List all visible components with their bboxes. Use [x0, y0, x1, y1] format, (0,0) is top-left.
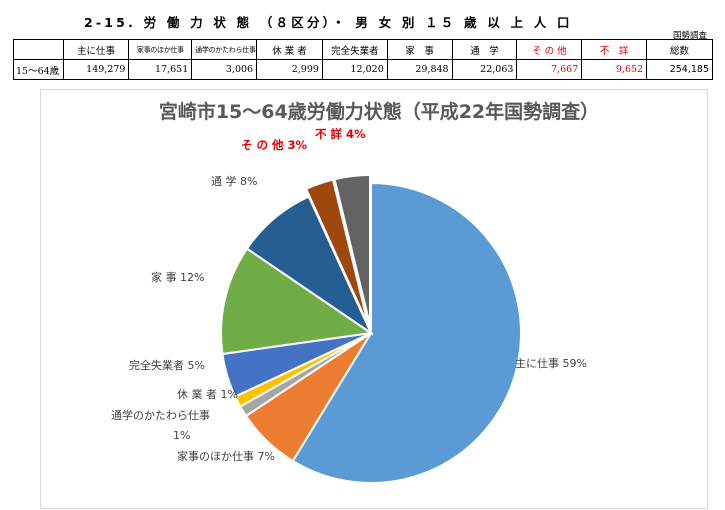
value-study: 22,063	[451, 59, 518, 80]
header-housework: 家 事	[386, 39, 453, 60]
header-absent: 休 業 者	[256, 39, 323, 60]
pie-label-3: 休 業 者 1%	[177, 388, 238, 401]
pie-slice-0	[291, 181, 522, 484]
value-unemployed: 12,020	[321, 59, 388, 80]
table-row: 15～64歳 149,279 17,651 3,006 2,999 12,020…	[13, 59, 713, 80]
header-other: そ の 他	[516, 39, 583, 60]
header-study-work: 通学のかたわら仕事	[191, 39, 258, 60]
chart-title: 宮崎市15～64歳労働力状態（平成22年国勢調査）	[159, 100, 599, 123]
pie-label-6: 通 学 8%	[211, 174, 257, 188]
pie-slice-6	[245, 195, 374, 336]
value-absent: 2,999	[256, 59, 323, 80]
pie-label-5: 家 事 12%	[151, 270, 204, 284]
source-note: 国勢調査	[672, 31, 707, 41]
pie-label-2: 通学のかたわら仕事 1%	[111, 408, 210, 442]
document-title: 2-15. 労 働 力 状 態 （８区分）・ 男 女 別 １５ 歳 以 上 人 …	[84, 15, 573, 30]
row-label: 15～64歳	[13, 59, 64, 80]
table-corner-cell	[13, 39, 64, 60]
pie-slice-5	[220, 247, 374, 356]
pie-chart: 宮崎市15～64歳労働力状態（平成22年国勢調査） 主に仕事 59% 家事のほか仕…	[111, 100, 599, 484]
value-housework: 29,848	[386, 59, 453, 80]
header-total: 総数	[646, 39, 713, 60]
pie-label-4: 完全失業者 5%	[129, 358, 205, 372]
value-housework-work: 17,651	[128, 59, 193, 80]
value-total: 254,185	[646, 59, 713, 80]
pie-label-0: 主に仕事 59%	[515, 357, 587, 370]
pie-labels: 主に仕事 59% 家事のほか仕事 7% 通学のかたわら仕事 1% 休 業 者 1% 完全失…	[111, 127, 587, 463]
value-other: 7,667	[516, 59, 583, 80]
pie-label-1: 家事のほか仕事 7%	[177, 449, 275, 463]
header-main-work: 主に仕事	[62, 39, 130, 60]
header-unemployed: 完全失業者	[321, 39, 388, 60]
labor-force-table: 主に仕事 家事のほか仕事 通学のかたわら仕事 休 業 者 完全失業者 家 事 通…	[13, 39, 713, 80]
pie-label-7: そ の 他 3%	[241, 138, 308, 152]
chart-frame: 宮崎市15～64歳労働力状態（平成22年国勢調査） 主に仕事 59% 家事のほか仕…	[40, 89, 708, 509]
header-unknown: 不 詳	[581, 39, 648, 60]
table-header-row: 主に仕事 家事のほか仕事 通学のかたわら仕事 休 業 者 完全失業者 家 事 通…	[13, 39, 713, 60]
pie-slice-8	[333, 174, 372, 326]
value-main-work: 149,279	[62, 59, 130, 80]
pie-slice-7	[304, 178, 370, 326]
value-study-work: 3,006	[191, 59, 258, 80]
value-unknown: 9,652	[581, 59, 648, 80]
header-study: 通 学	[451, 39, 518, 60]
pie-slices	[220, 174, 522, 484]
pie-label-8: 不 詳 4%	[315, 127, 366, 141]
header-housework-work: 家事のほか仕事	[128, 39, 193, 60]
